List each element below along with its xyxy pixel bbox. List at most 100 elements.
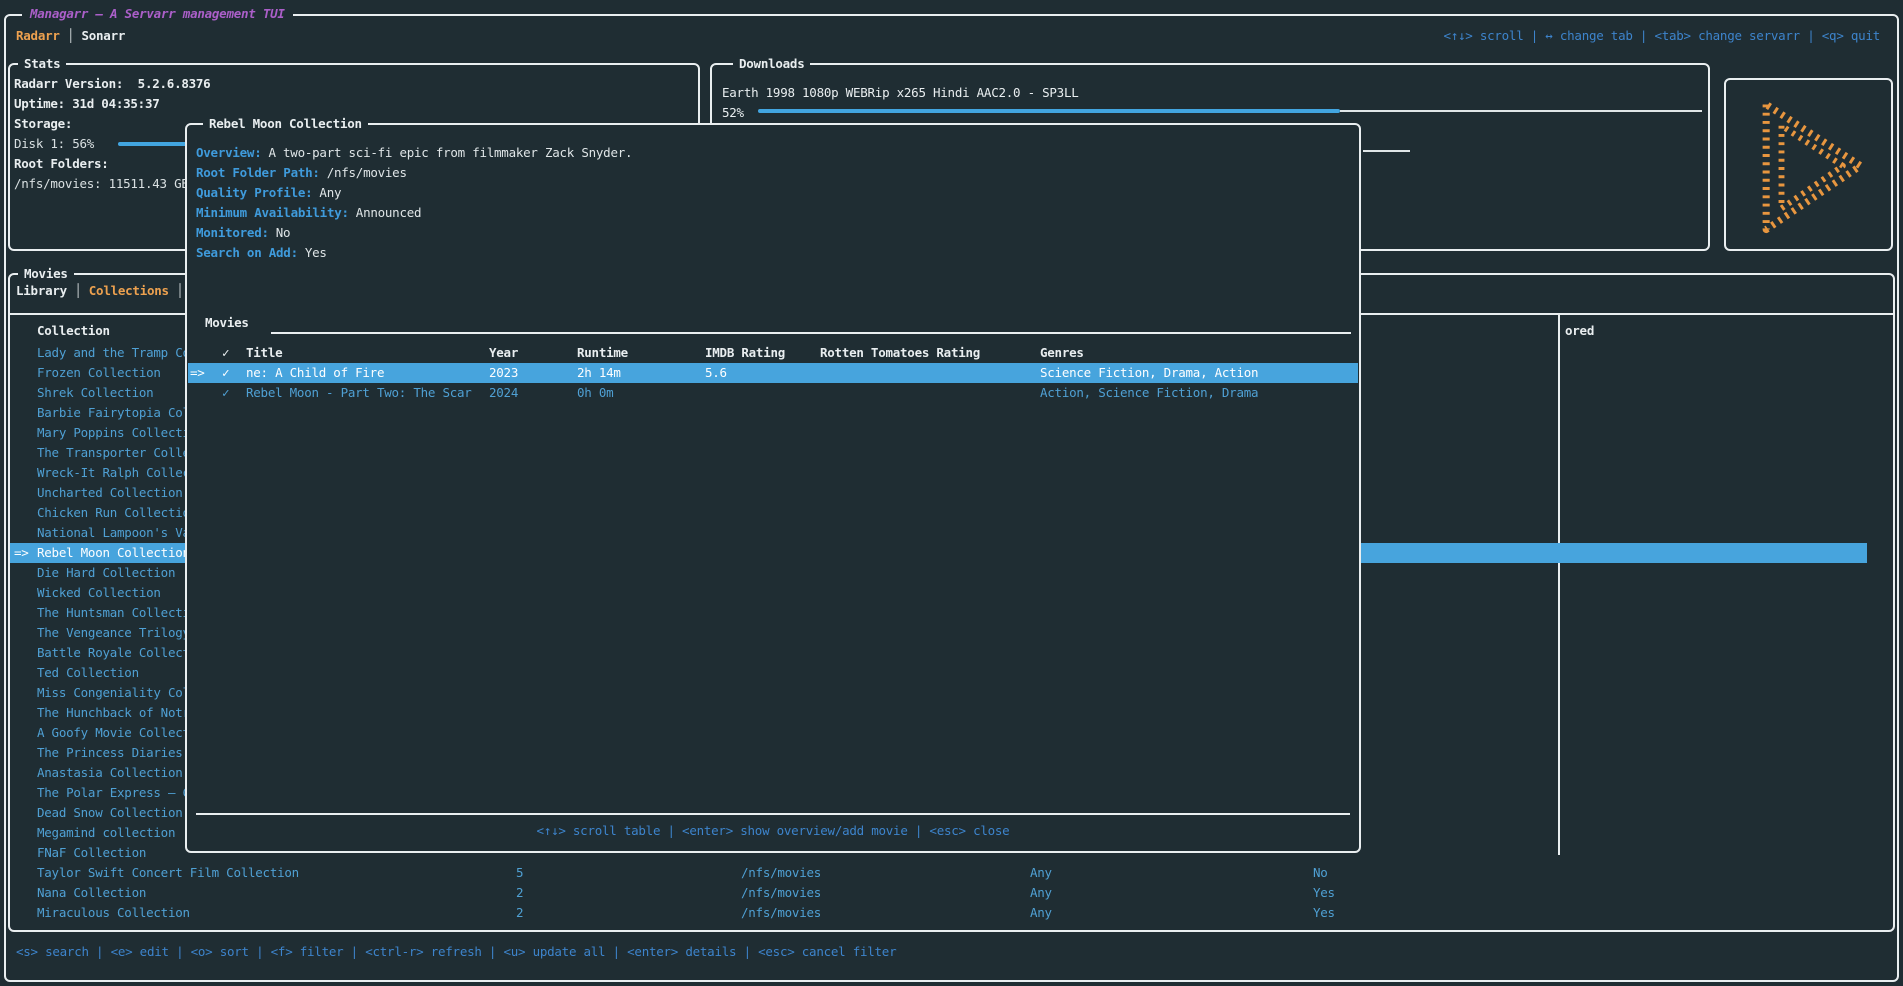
list-item[interactable]: Shrek Collection — [37, 385, 154, 400]
download-progress-gauge — [758, 109, 1340, 113]
list-item[interactable]: National Lampoon's Va — [37, 525, 190, 540]
movie-genres: Action, Science Fiction, Drama — [1040, 385, 1259, 400]
list-item[interactable]: Anastasia Collection — [37, 765, 183, 780]
list-item[interactable]: Miss Congeniality Col — [37, 685, 190, 700]
table-row[interactable]: Nana Collection 2/nfs/movies Any Yes — [10, 883, 1867, 903]
field-label: Search on Add: — [196, 245, 298, 260]
list-item[interactable]: Battle Royale Collect — [37, 645, 190, 660]
monitored-value: Yes — [1313, 885, 1335, 900]
field-label: Minimum Availability: — [196, 205, 349, 220]
list-item[interactable]: A Goofy Movie Collect — [37, 725, 190, 740]
movies-panel-title: Movies — [18, 264, 74, 284]
movie-runtime: 0h 0m — [577, 385, 614, 400]
field-value: No — [275, 225, 291, 240]
tab-collections[interactable]: Collections — [88, 283, 169, 298]
list-item[interactable]: The Huntsman Collecti — [37, 605, 190, 620]
list-item[interactable]: Barbie Fairytopia Col — [37, 405, 190, 420]
column-header-genres: Genres — [1040, 345, 1084, 360]
field-value: Any — [319, 185, 342, 200]
collection-name: Miraculous Collection — [37, 905, 190, 920]
column-header-title: Title — [246, 345, 283, 360]
list-item[interactable]: Ted Collection — [37, 665, 139, 680]
root-folder: /nfs/movies — [741, 905, 822, 920]
uptime: Uptime: 31d 04:35:37 — [14, 96, 160, 111]
field-quality-profile: Quality Profile: Any — [196, 183, 341, 203]
table-row[interactable]: Miraculous Collection 2/nfs/movies Any Yes — [10, 903, 1867, 923]
tab-sonarr[interactable]: Sonarr — [81, 28, 126, 43]
field-value: Yes — [304, 245, 327, 260]
list-item[interactable]: Chicken Run Collectio — [37, 505, 190, 520]
modal-movies-title-line — [271, 332, 1351, 334]
column-header-monitored-check: ✓ — [222, 345, 230, 360]
movie-year: 2024 — [489, 385, 519, 400]
monitored-value: Yes — [1313, 905, 1335, 920]
movie-imdb-rating: 5.6 — [705, 365, 727, 380]
list-item[interactable]: The Princess Diaries — [37, 745, 183, 760]
monitored-check-icon: ✓ — [222, 365, 230, 380]
field-label: Quality Profile: — [196, 185, 313, 200]
field-label: Overview: — [196, 145, 262, 160]
list-item[interactable]: Lady and the Tramp Co — [37, 345, 190, 360]
movie-title: Rebel Moon - Part Two: The Scar — [246, 385, 472, 400]
root-folder-size: /nfs/movies: 11511.43 GB — [14, 176, 189, 191]
movie-row-selected[interactable]: => ✓ ne: A Child of Fire 2023 2h 14m 5.6… — [187, 363, 1359, 383]
list-item[interactable]: The Transporter Colle — [37, 445, 190, 460]
radarr-version: Radarr Version: 5.2.6.8376 — [14, 76, 211, 91]
field-label: Monitored: — [196, 225, 269, 240]
disk-usage-label: Disk 1: 56% — [14, 136, 95, 151]
collections-table-header: Collection ored — [10, 321, 1893, 341]
tab-library[interactable]: Library — [16, 283, 67, 298]
collection-name: Taylor Swift Concert Film Collection — [37, 865, 299, 880]
selection-arrow: => — [14, 545, 29, 560]
logo-panel — [1724, 78, 1893, 251]
movie-runtime: 2h 14m — [577, 365, 621, 380]
monitored-value: No — [1313, 865, 1328, 880]
list-item[interactable]: FNaF Collection — [37, 845, 147, 860]
download-progress-gauge-rest — [1340, 110, 1702, 112]
movie-count: 5 — [516, 865, 524, 880]
field-root-folder: Root Folder Path: /nfs/movies — [196, 163, 407, 183]
help-bar: <s> search | <e> edit | <o> sort | <f> f… — [16, 944, 897, 959]
download-item-name: Earth 1998 1080p WEBRip x265 Hindi AAC2.… — [722, 85, 1079, 100]
modal-title: Rebel Moon Collection — [203, 114, 368, 134]
column-header-imdb: IMDB Rating — [705, 345, 786, 360]
tab-separator: │ — [168, 283, 184, 298]
movie-count: 2 — [516, 905, 524, 920]
movie-count: 2 — [516, 885, 524, 900]
table-row[interactable]: Taylor Swift Concert Film Collection 5/nf… — [10, 863, 1867, 883]
field-label: Root Folder Path: — [196, 165, 320, 180]
field-value: /nfs/movies — [326, 165, 407, 180]
list-item[interactable]: Frozen Collection — [37, 365, 161, 380]
quality-profile: Any — [1030, 885, 1052, 900]
column-header-year: Year — [489, 345, 519, 360]
list-item[interactable]: The Polar Express – C — [37, 785, 190, 800]
column-header-monitored-fragment: ored — [1565, 323, 1595, 338]
movies-tabs: Library │ Collections │ — [16, 281, 184, 301]
monitored-check-icon: ✓ — [222, 385, 230, 400]
movie-row[interactable]: ✓ Rebel Moon - Part Two: The Scar 2024 0… — [187, 383, 1359, 403]
list-item[interactable]: Megamind collection — [37, 825, 176, 840]
list-item[interactable]: Die Hard Collection — [37, 565, 176, 580]
list-item[interactable]: Dead Snow Collection — [37, 805, 183, 820]
tab-radarr[interactable]: Radarr — [16, 28, 60, 43]
field-monitored: Monitored: No — [196, 223, 291, 243]
list-item[interactable]: Wicked Collection — [37, 585, 161, 600]
app-title: Managarr — A Servarr management TUI — [22, 4, 293, 24]
list-item[interactable]: Uncharted Collection — [37, 485, 183, 500]
quality-profile: Any — [1030, 905, 1052, 920]
list-item[interactable]: Mary Poppins Collecti — [37, 425, 190, 440]
modal-keybind-hints: <↑↓> scroll table | <enter> show overvie… — [536, 823, 1010, 838]
list-item[interactable]: The Vengeance Trilogy — [37, 625, 190, 640]
column-header-runtime: Runtime — [577, 345, 628, 360]
movie-title: ne: A Child of Fire — [246, 365, 385, 380]
field-value: Announced — [355, 205, 422, 220]
list-item[interactable]: The Hunchback of Notr — [37, 705, 190, 720]
collection-details-modal: Rebel Moon Collection Overview: A two-par… — [185, 114, 1361, 853]
list-item[interactable]: Wreck-It Ralph Collec — [37, 465, 190, 480]
movies-table-header: ✓ Title Year Runtime IMDB Rating Rotten … — [187, 343, 1359, 363]
selection-highlight — [188, 363, 1358, 383]
radarr-play-logo-icon — [1762, 100, 1865, 234]
download-percent-label: 52% — [722, 105, 744, 120]
modal-footer-separator — [196, 813, 1350, 815]
download-progress-fragment — [1363, 150, 1410, 152]
